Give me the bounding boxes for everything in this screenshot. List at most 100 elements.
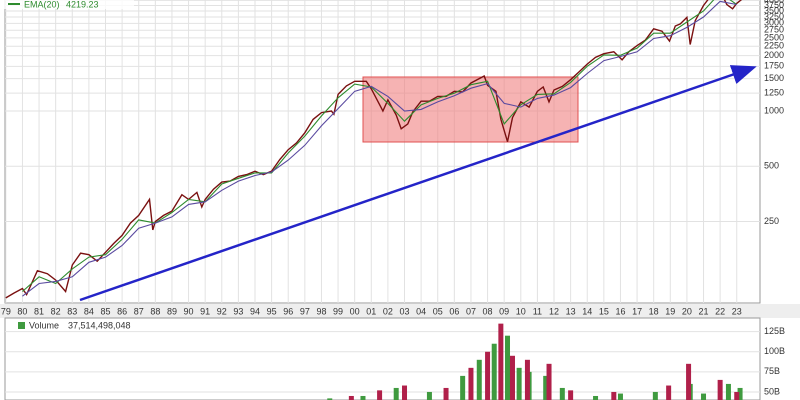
x-axis-band — [0, 304, 800, 318]
volume-title: Volume — [29, 320, 59, 330]
x-tick-label: 09 — [499, 306, 509, 316]
volume-bar — [360, 395, 366, 400]
x-tick-label: 03 — [400, 306, 410, 316]
y-tick-label: 1000 — [764, 105, 784, 115]
x-tick-label: 05 — [433, 306, 443, 316]
x-tick-label: 19 — [665, 306, 675, 316]
legend-value: 4219.23 — [66, 0, 99, 9]
y-tick-label: 1750 — [764, 61, 784, 71]
volume-bar — [460, 375, 466, 400]
volume-bar — [377, 390, 383, 400]
x-tick-label: 02 — [383, 306, 393, 316]
y-tick-label: 2750 — [764, 25, 784, 35]
volume-bar — [611, 391, 617, 400]
x-tick-label: 22 — [715, 306, 725, 316]
y-tick-label: 75B — [764, 366, 780, 376]
volume-bar — [498, 323, 504, 400]
x-tick-label: 95 — [267, 306, 277, 316]
x-tick-label: 20 — [682, 306, 692, 316]
x-tick-label: 06 — [449, 306, 459, 316]
y-tick-label: 2500 — [764, 32, 784, 42]
x-tick-label: 90 — [184, 306, 194, 316]
x-tick-label: 07 — [466, 306, 476, 316]
y-tick-label: 1500 — [764, 73, 784, 83]
x-tick-label: 79 — [1, 306, 11, 316]
x-tick-label: 16 — [615, 306, 625, 316]
x-tick-label: 00 — [350, 306, 360, 316]
series-line — [22, 0, 737, 297]
y-tick-label: 50B — [764, 386, 780, 396]
y-tick-label: 500 — [764, 161, 779, 171]
x-tick-label: 84 — [84, 306, 94, 316]
volume-bar — [652, 391, 658, 400]
x-tick-label: 08 — [483, 306, 493, 316]
x-tick-label: 82 — [51, 306, 61, 316]
x-tick-label: 11 — [533, 306, 542, 316]
legend-name: EMA(20) — [24, 0, 60, 9]
volume-bar — [686, 363, 692, 400]
volume-bar — [491, 343, 497, 400]
x-tick-label: 81 — [34, 306, 44, 316]
volume-bar — [546, 363, 552, 400]
volume-bar — [568, 390, 574, 400]
price-panel — [4, 0, 761, 304]
volume-bar — [524, 359, 530, 400]
volume-bar — [737, 387, 743, 400]
y-tick-label: 2000 — [764, 50, 784, 60]
volume-bar — [559, 387, 565, 400]
volume-bar — [543, 375, 549, 400]
x-tick-label: 83 — [67, 306, 77, 316]
x-tick-label: 91 — [200, 306, 210, 316]
x-tick-label: 96 — [283, 306, 293, 316]
volume-bar — [734, 391, 740, 400]
y-tick-label: 3250 — [764, 11, 784, 21]
y-tick-label: 3500 — [764, 5, 784, 15]
series-line — [22, 0, 738, 292]
x-tick-label: 86 — [117, 306, 127, 316]
y-tick-label: 100B — [764, 346, 785, 356]
x-tick-label: 88 — [150, 306, 160, 316]
x-tick-label: 21 — [699, 306, 709, 316]
legend-bg — [4, 0, 134, 9]
x-tick-label: 98 — [316, 306, 326, 316]
x-tick-label: 23 — [732, 306, 742, 316]
volume-bar — [348, 395, 354, 400]
x-tick-label: 18 — [649, 306, 659, 316]
x-tick-label: 12 — [549, 306, 559, 316]
x-tick-label: 04 — [416, 306, 426, 316]
volume-bar — [443, 387, 449, 400]
x-tick-label: 15 — [599, 306, 609, 316]
trend-arrow — [79, 65, 757, 302]
x-tick-label: 99 — [333, 306, 343, 316]
y-tick-label: 4000 — [764, 0, 784, 5]
y-tick-label: 3000 — [764, 18, 784, 28]
volume-bar — [509, 355, 515, 400]
x-tick-label: 85 — [100, 306, 110, 316]
volume-bar — [725, 383, 731, 400]
volume-bar — [476, 359, 482, 400]
volume-bar — [393, 387, 399, 400]
x-tick-label: 14 — [582, 306, 592, 316]
highlight-range — [362, 76, 579, 143]
volume-bar — [593, 395, 599, 400]
y-tick-label: 3750 — [764, 0, 784, 10]
volume-bar — [402, 385, 408, 400]
volume-bar — [426, 391, 432, 400]
x-tick-label: 97 — [300, 306, 310, 316]
x-tick-label: 94 — [250, 306, 260, 316]
series-line — [5, 0, 743, 299]
volume-bar — [327, 398, 333, 400]
volume-icon — [18, 322, 25, 329]
x-tick-label: 92 — [217, 306, 227, 316]
x-tick-label: 01 — [366, 306, 376, 316]
volume-bar — [505, 335, 511, 400]
volume-bar — [617, 393, 623, 400]
volume-bar — [516, 367, 522, 400]
x-tick-label: 80 — [17, 306, 27, 316]
volume-value: 37,514,498,048 — [68, 320, 131, 330]
x-tick-label: 87 — [134, 306, 144, 316]
x-tick-label: 89 — [167, 306, 177, 316]
y-tick-label: 250 — [764, 216, 779, 226]
x-tick-label: 10 — [516, 306, 526, 316]
